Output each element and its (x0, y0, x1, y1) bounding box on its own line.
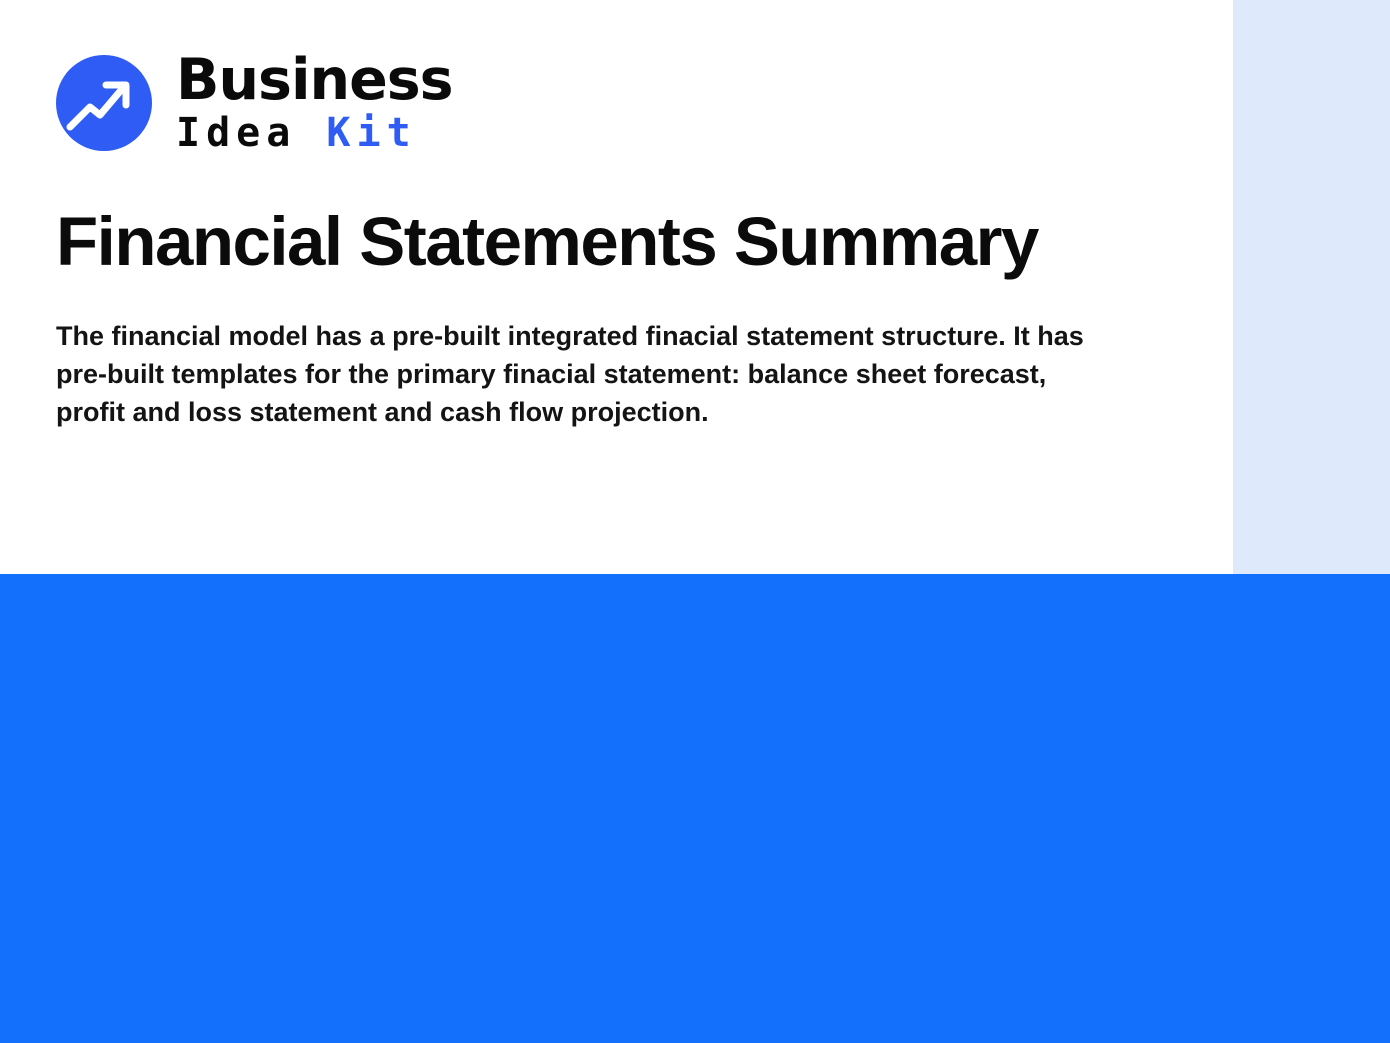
trend-up-arrow-icon (56, 54, 152, 151)
brand-logo: Business Idea Kit (56, 47, 454, 153)
brand-word-ideakit: Idea Kit (176, 113, 453, 153)
hero-accent-band (1233, 0, 1390, 574)
brand-word-business: Business (176, 47, 454, 113)
brand-word-kit: Kit (326, 110, 417, 156)
page-title: Financial Statements Summary (56, 203, 1039, 280)
brand-word-idea: Idea (176, 110, 327, 156)
page-description: The financial model has a pre-built inte… (56, 321, 1084, 427)
hero-section: Business Idea Kit Financial Statements S… (56, 0, 1390, 574)
screenshot-showcase-band: Cash Flow Statement ($'000) - 2025 MayJu… (0, 574, 1390, 1043)
